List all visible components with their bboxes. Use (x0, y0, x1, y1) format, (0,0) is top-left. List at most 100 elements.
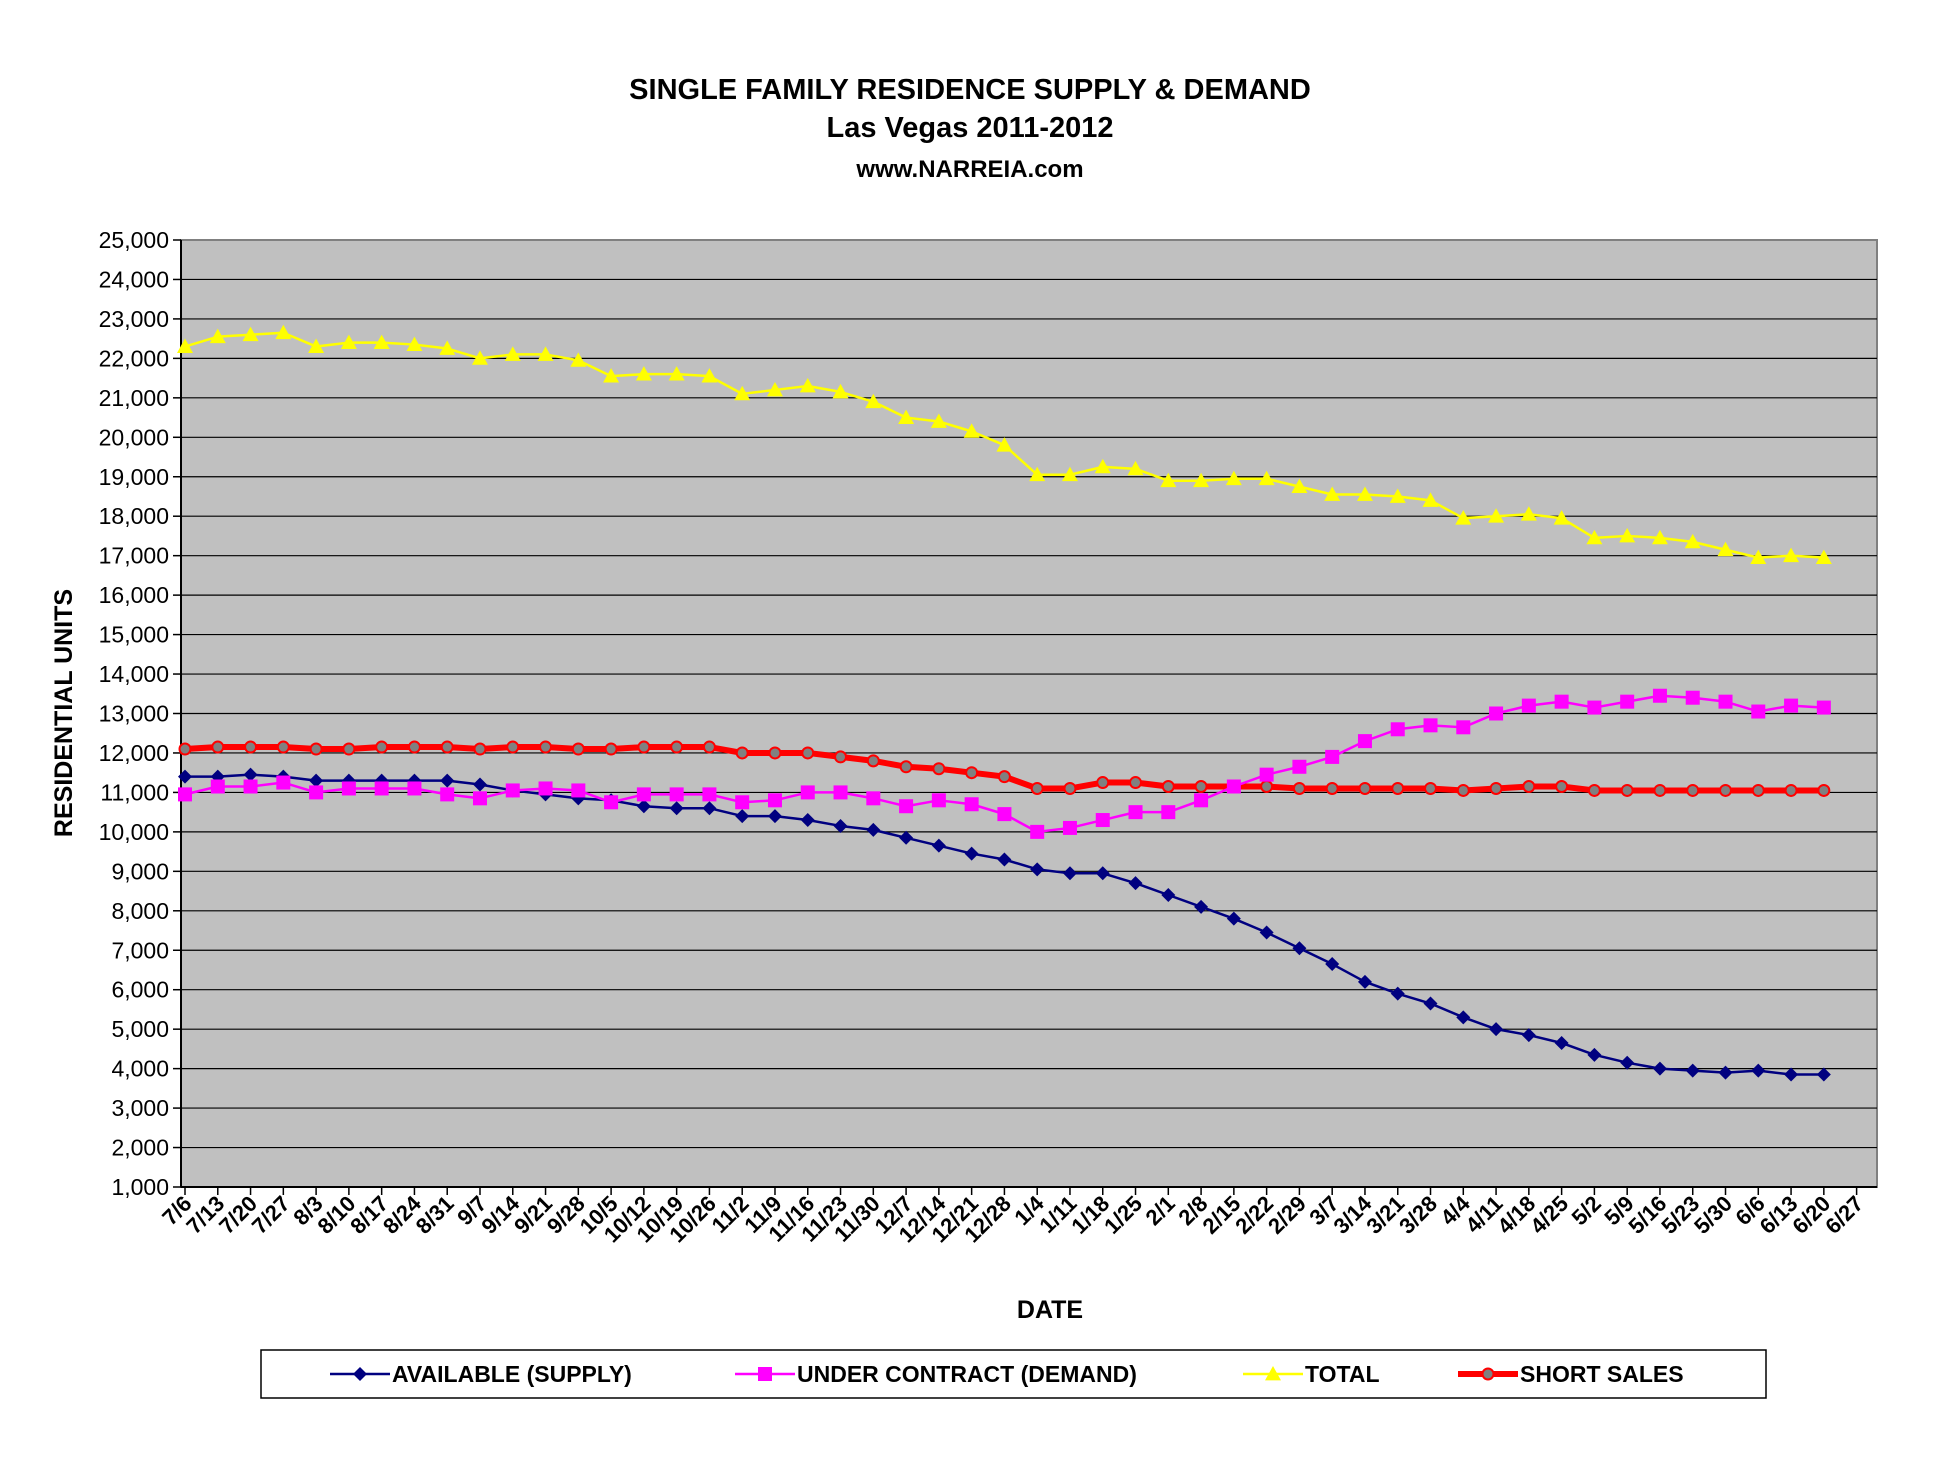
data-point (997, 807, 1012, 822)
data-point (701, 368, 718, 383)
data-point (1456, 783, 1470, 797)
legend-label: SHORT SALES (1520, 1361, 1684, 1387)
data-point (1653, 783, 1667, 797)
axes (173, 239, 1877, 1195)
data-point (1423, 996, 1438, 1011)
x-tick-labels: 7/67/137/207/278/38/108/178/248/319/79/1… (157, 1190, 1868, 1247)
data-point (1455, 510, 1472, 525)
data-point (1521, 1028, 1536, 1043)
data-point (506, 740, 520, 754)
data-point (1128, 805, 1143, 820)
data-point (1619, 527, 1636, 543)
x-tick-label: 6/27 (1820, 1191, 1868, 1239)
data-point (1325, 781, 1339, 795)
data-point (473, 742, 487, 756)
data-point (996, 437, 1013, 452)
data-point (1750, 549, 1767, 565)
y-tick-label: 9,000 (111, 858, 169, 884)
data-point (1265, 1366, 1281, 1381)
x-axis-title: DATE (1017, 1296, 1083, 1324)
data-point (1719, 783, 1733, 797)
data-point (1063, 781, 1077, 795)
data-point (833, 818, 848, 833)
data-point (1061, 466, 1078, 482)
data-point (866, 822, 881, 837)
data-point (1652, 688, 1667, 703)
data-point (1489, 781, 1503, 795)
data-point (1095, 813, 1110, 828)
data-point (1587, 783, 1601, 797)
data-point (1358, 781, 1372, 795)
data-point (1784, 783, 1798, 797)
data-point (244, 740, 258, 754)
data-point (340, 334, 357, 349)
data-point (1685, 690, 1700, 705)
data-point (539, 740, 553, 754)
data-point (734, 385, 751, 401)
series-total (177, 324, 1832, 565)
data-point (767, 809, 782, 824)
y-tick-label: 1,000 (111, 1174, 169, 1200)
y-tick-label: 13,000 (99, 701, 169, 727)
data-point (1062, 866, 1077, 881)
legend-item: UNDER CONTRACT (DEMAND) (735, 1361, 1137, 1387)
data-point (899, 760, 913, 774)
data-point (1029, 466, 1046, 482)
y-tick-label: 21,000 (99, 385, 169, 411)
data-point (1684, 533, 1701, 549)
data-point (1325, 749, 1340, 764)
y-tick-label: 11,000 (100, 779, 169, 805)
legend: AVAILABLE (SUPPLY) UNDER CONTRACT (DEMAND… (260, 1349, 1767, 1399)
data-point (1685, 1063, 1700, 1078)
data-point (702, 801, 717, 816)
data-point (1291, 478, 1308, 494)
data-point (930, 413, 947, 428)
data-point (1620, 1055, 1635, 1070)
y-tick-label: 14,000 (99, 661, 169, 687)
data-point (637, 740, 651, 754)
data-point (178, 769, 192, 784)
data-point (1292, 759, 1307, 774)
data-point (1587, 1047, 1602, 1062)
data-point (276, 740, 290, 754)
data-point (931, 793, 946, 808)
series-short-sales (178, 740, 1831, 797)
y-tick-label: 8,000 (111, 898, 169, 924)
data-point (1160, 472, 1177, 488)
data-point (1030, 824, 1045, 839)
data-point (1522, 779, 1536, 793)
data-point (276, 775, 291, 790)
y-tick-label: 19,000 (99, 464, 169, 490)
data-point (1555, 779, 1569, 793)
data-point (1325, 957, 1340, 972)
chart-website: www.NARREIA.com (855, 156, 1083, 183)
data-point (570, 352, 587, 367)
data-point (1489, 1022, 1504, 1037)
y-tick-label: 6,000 (111, 977, 169, 1003)
series-available-supply (178, 767, 1831, 1082)
data-point (1424, 781, 1438, 795)
x-tick-label: 3/28 (1394, 1191, 1442, 1239)
data-point (965, 766, 979, 780)
data-point (1094, 458, 1111, 474)
data-point (209, 328, 226, 344)
data-point (571, 742, 585, 756)
data-point (374, 781, 389, 796)
x-tick-label: 8/31 (411, 1191, 459, 1239)
data-point (177, 338, 193, 353)
data-point (407, 740, 421, 754)
data-point (702, 740, 716, 754)
data-point (375, 740, 389, 754)
chart-subtitle: Las Vegas 2011-2012 (826, 112, 1113, 144)
data-point (1095, 866, 1110, 881)
y-tick-label: 24,000 (99, 266, 169, 292)
data-point (1390, 722, 1405, 737)
y-tick-label: 23,000 (99, 306, 169, 332)
series-lines (177, 324, 1832, 1082)
data-point (1553, 510, 1570, 525)
data-point (604, 742, 618, 756)
data-point (373, 334, 390, 349)
data-point (1520, 506, 1537, 521)
data-point (211, 740, 225, 754)
data-point (1652, 1061, 1667, 1076)
